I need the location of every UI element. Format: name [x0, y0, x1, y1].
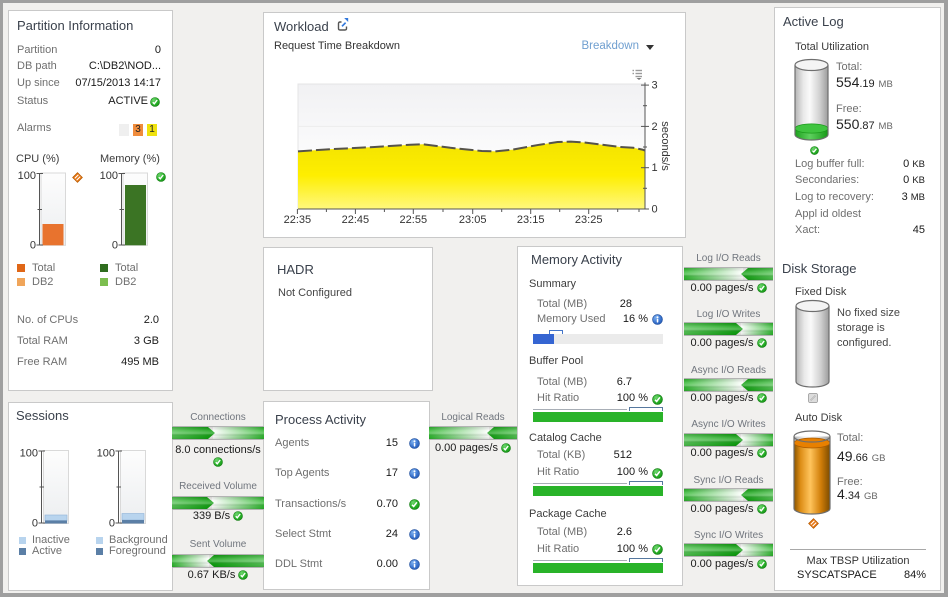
svg-text:22:55: 22:55 [400, 214, 428, 226]
svg-text:100: 100 [18, 170, 36, 182]
svg-text:0: 0 [32, 518, 38, 530]
svg-text:23:15: 23:15 [517, 214, 545, 226]
svg-text:0: 0 [30, 240, 36, 250]
svg-text:0: 0 [109, 518, 115, 530]
svg-text:0: 0 [112, 240, 118, 250]
svg-text:22:45: 22:45 [342, 214, 370, 226]
svg-text:3: 3 [652, 80, 658, 92]
svg-text:100: 100 [20, 448, 38, 460]
svg-text:22:35: 22:35 [284, 214, 312, 226]
svg-text:100: 100 [97, 448, 115, 460]
svg-text:100: 100 [100, 170, 118, 182]
svg-text:2: 2 [652, 121, 658, 133]
svg-text:seconds/s: seconds/s [659, 121, 671, 171]
svg-text:1: 1 [652, 162, 658, 174]
svg-text:23:05: 23:05 [459, 214, 487, 226]
svg-text:0: 0 [652, 204, 658, 216]
svg-text:23:25: 23:25 [575, 214, 603, 226]
